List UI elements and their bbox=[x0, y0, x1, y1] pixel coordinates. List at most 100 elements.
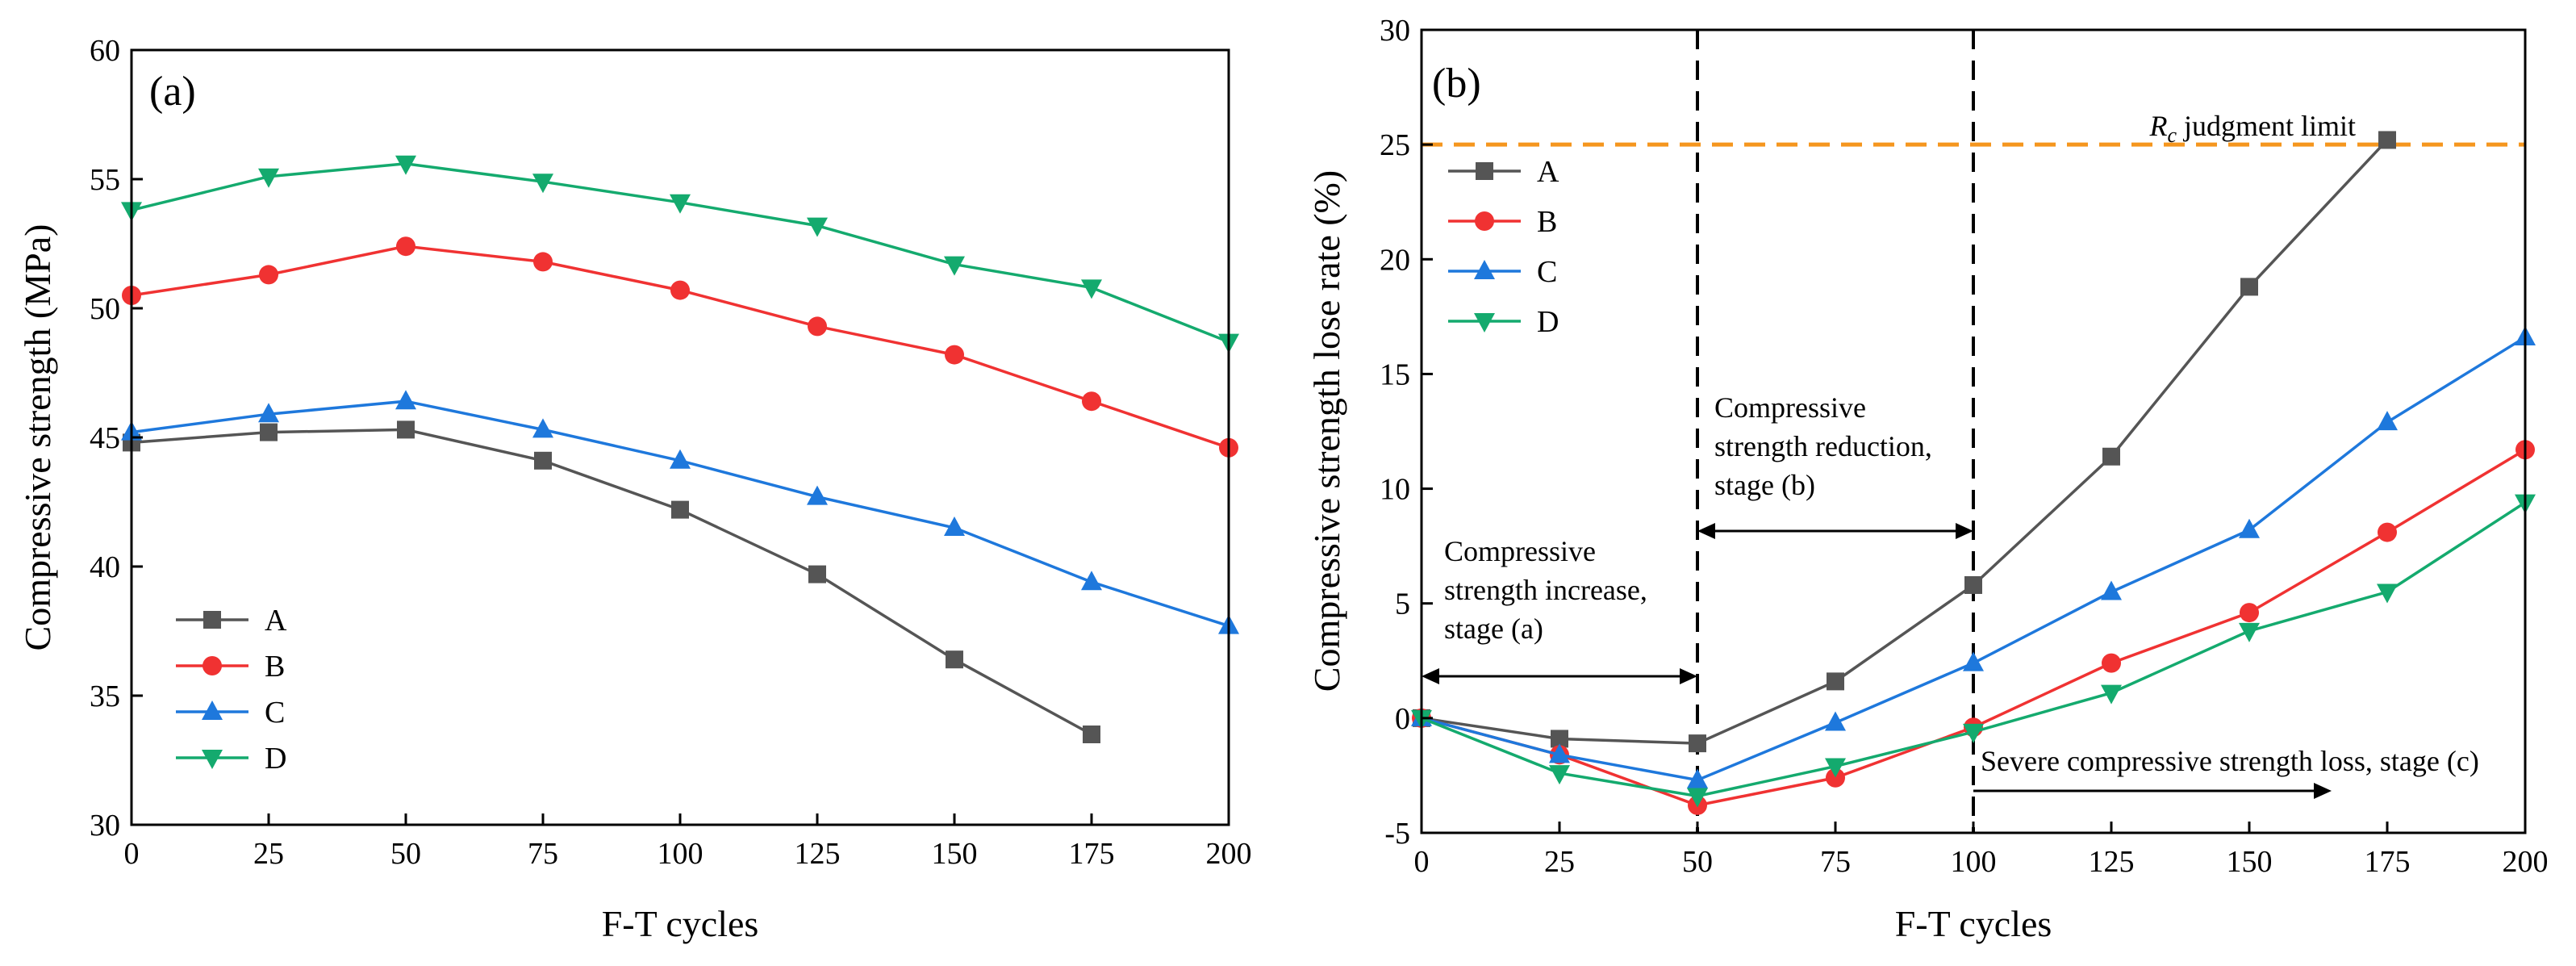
panel-a-series-C-point bbox=[807, 485, 828, 505]
panel-b-series-D-point bbox=[1825, 758, 1846, 778]
panel-a-legend-marker-D bbox=[202, 750, 223, 769]
panel-a-series-C-point bbox=[258, 403, 279, 423]
panel-b-x-tick-label: 25 bbox=[1544, 845, 1575, 879]
panel-a-legend-label-B: B bbox=[265, 650, 285, 684]
stage-a-arrow-head-right bbox=[1680, 668, 1697, 684]
stage-a-arrow-head-left bbox=[1422, 668, 1439, 684]
panel-a-x-tick-label: 75 bbox=[528, 837, 558, 871]
panel-a-series-D-point bbox=[532, 174, 553, 194]
panel-b-series-A-point bbox=[1964, 575, 1982, 594]
panel-a-x-tick-label: 50 bbox=[390, 837, 421, 871]
panel-a-legend-marker-C bbox=[202, 700, 223, 720]
panel-b-x-tick-label: 125 bbox=[2089, 845, 2135, 879]
panel-a-series-B-point bbox=[533, 252, 553, 272]
panel-a-series-C-point bbox=[944, 516, 965, 536]
panel-b-legend-marker-D bbox=[1474, 313, 1495, 332]
panel-a-series-A-line bbox=[131, 428, 1092, 736]
panel-b-y-tick-label: 5 bbox=[1395, 588, 1410, 621]
panel-b-legend-label-A: A bbox=[1537, 155, 1559, 189]
panel-b-series-A-point bbox=[2240, 278, 2258, 296]
panel-a-x-tick-label: 25 bbox=[253, 837, 284, 871]
panel-b-series-A-line bbox=[1421, 139, 2389, 745]
panel-a-y-tick-label: 30 bbox=[90, 809, 120, 843]
panel-a-series-D-line bbox=[131, 162, 1230, 344]
panel-a-legend-marker-A bbox=[203, 611, 221, 629]
panel-b-legend-label-B: B bbox=[1537, 205, 1557, 239]
panel-a-x-tick-label: 100 bbox=[658, 837, 703, 871]
panel-a-series-A-point bbox=[397, 420, 415, 439]
panel-a-series-B-point bbox=[945, 345, 964, 365]
panel-b-y-tick-label: 20 bbox=[1380, 243, 1410, 277]
panel-b-legend-label-D: D bbox=[1537, 305, 1559, 339]
panel-a-tag: (a) bbox=[149, 69, 196, 115]
stage-a-label: strength increase, bbox=[1444, 574, 1647, 606]
panel-b-y-axis-label: Compressive strength lose rate (%) bbox=[1306, 170, 1347, 692]
panel-b-series-A-point bbox=[2378, 131, 2396, 149]
panel-a-series-C-point bbox=[1081, 571, 1102, 591]
panel-a-series-D-point bbox=[1081, 279, 1102, 299]
panel-a-series-C-point bbox=[532, 418, 553, 438]
panel-a-legend-marker-B bbox=[202, 656, 222, 675]
panel-a-series-B-point bbox=[1082, 391, 1101, 412]
panel-b-legend-marker-B bbox=[1475, 211, 1494, 231]
panel-b-series-C-point bbox=[2239, 518, 2260, 538]
rc-judgment-limit-label: Rc judgment limit bbox=[2148, 110, 2356, 147]
panel-a-series-B-point bbox=[808, 316, 827, 337]
panel-b-series-C-point bbox=[1825, 711, 1846, 731]
panel-a-y-tick-label: 45 bbox=[90, 421, 120, 455]
panel-a-series-D-point bbox=[395, 155, 416, 175]
panel-b-series-D-point bbox=[2239, 622, 2260, 642]
panel-a-series-C-point bbox=[670, 449, 691, 469]
panel-b-series-C-point bbox=[1687, 768, 1708, 788]
stage-b-arrow-head-right bbox=[1956, 523, 1973, 539]
panel-a-series-A-point bbox=[534, 451, 552, 470]
panel-b-legend-label-C: C bbox=[1537, 255, 1557, 289]
stage-a-label: stage (a) bbox=[1444, 613, 1543, 645]
panel-a-series-B-line bbox=[131, 245, 1230, 450]
panel-b-y-tick-label: 10 bbox=[1380, 473, 1410, 507]
panel-a-plot-frame bbox=[130, 48, 1230, 826]
panel-a-series-C-point bbox=[395, 390, 416, 410]
panel-a-y-tick-label: 50 bbox=[90, 292, 120, 326]
panel-a-x-tick-label: 125 bbox=[795, 837, 841, 871]
panel-a-y-tick-label: 35 bbox=[90, 680, 120, 713]
panel-a-series-A-point bbox=[260, 423, 278, 441]
panel-a-series-D-point bbox=[258, 168, 279, 188]
panel-b-x-tick-label: 50 bbox=[1682, 845, 1713, 879]
stage-b-label: Compressive bbox=[1714, 391, 1866, 424]
panel-b-series-A-point bbox=[1689, 734, 1706, 753]
panel-b-series-D-point bbox=[2377, 583, 2398, 604]
panel-b-y-tick-label: 25 bbox=[1380, 128, 1410, 162]
panel-a-y-axis-label: Compressive strength (MPa) bbox=[17, 224, 58, 651]
panel-b-series-D-point bbox=[2101, 684, 2122, 705]
panel-b-series-A-point bbox=[2102, 447, 2120, 466]
stage-b-label: strength reduction, bbox=[1714, 430, 1932, 462]
panel-b-x-tick-label: 175 bbox=[2365, 845, 2411, 879]
panel-a-series-D-point bbox=[807, 217, 828, 237]
panel-b-series-B-point bbox=[2102, 653, 2121, 673]
stage-b-arrow-head-left bbox=[1697, 523, 1715, 539]
stage-c-label: Severe compressive strength loss, stage … bbox=[1981, 745, 2479, 777]
panel-a-x-tick-label: 200 bbox=[1206, 837, 1252, 871]
panel-b-series-D-point bbox=[1963, 723, 1984, 743]
panel-a-y-tick-label: 40 bbox=[90, 550, 120, 584]
panel-b-x-tick-label: 75 bbox=[1820, 845, 1851, 879]
panel-a-x-axis-label: F-T cycles bbox=[602, 903, 759, 944]
panel-b-x-tick-label: 100 bbox=[1951, 845, 1997, 879]
panel-b-y-tick-label: -5 bbox=[1384, 817, 1410, 851]
panel-a-y-tick-label: 60 bbox=[90, 34, 120, 68]
panel-a-x-tick-label: 175 bbox=[1069, 837, 1115, 871]
panel-a-y-tick-label: 55 bbox=[90, 163, 120, 197]
panel-a-series-B-point bbox=[396, 236, 415, 257]
panel-b-x-tick-label: 0 bbox=[1414, 845, 1430, 879]
panel-b-x-tick-label: 200 bbox=[2503, 845, 2549, 879]
panel-b-series-B-point bbox=[2378, 522, 2397, 542]
panel-b-series-C-point bbox=[1549, 743, 1570, 763]
panel-a-series-A-point bbox=[808, 565, 826, 583]
panel-a-series-A-point bbox=[1083, 726, 1100, 743]
stage-c-arrow-head bbox=[2314, 783, 2332, 799]
panel-b-x-tick-label: 150 bbox=[2227, 845, 2273, 879]
panel-b-annotations: Rc judgment limit Compressive strength inc… bbox=[1422, 110, 2479, 799]
